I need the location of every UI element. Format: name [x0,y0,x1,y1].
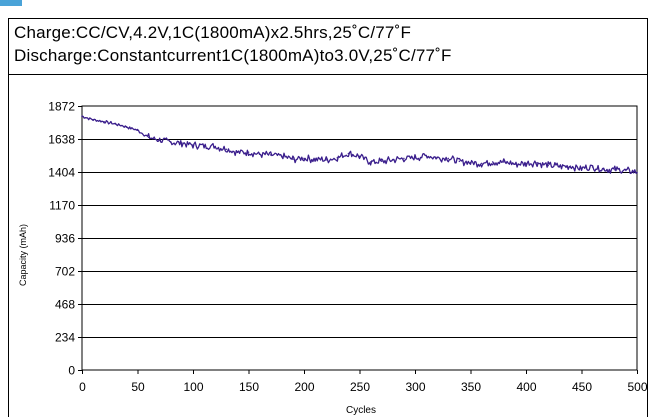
y-tick-label: 702 [55,265,75,279]
data-point [247,151,250,153]
brand-accent [0,0,22,6]
y-axis-label: Capacity (mAh) [18,224,28,286]
series-layer [81,115,638,175]
x-tick-label: 100 [183,380,203,394]
discharge-conditions: Discharge:Constantcurrent1C(1800mA)to3.0… [14,46,452,65]
data-point [158,139,161,141]
data-point [514,163,516,165]
data-point [225,148,228,151]
data-point [414,156,416,159]
data-point [536,161,538,164]
data-point [614,168,616,171]
data-point [336,156,339,159]
data-point [303,157,305,160]
y-tick-label: 234 [55,331,75,345]
x-tick-label: 200 [294,380,314,394]
x-tick-label: 500 [627,380,647,394]
test-conditions: Charge:CC/CV,4.2V,1C(1800mA)x2.5hrs,25˚C… [9,19,647,75]
x-tick-label: 0 [79,380,86,394]
data-point [125,125,128,128]
data-point [591,166,594,168]
x-axis-label: Cycles [346,405,376,416]
data-point [170,141,172,144]
data-point [147,136,150,139]
y-tick-label: 1404 [48,166,75,180]
x-tick-label: 400 [516,380,536,394]
data-point [81,115,83,117]
data-point [569,165,572,168]
data-point [292,158,294,160]
data-point [103,120,105,123]
data-point [558,165,561,168]
x-tick-labels: 0 50 100 150 200 250 300 350 400 450 500 [79,380,648,394]
y-tick-label: 1170 [49,199,75,213]
data-point [281,155,283,158]
data-point [625,169,627,172]
data-point [236,151,239,153]
data-point [358,155,361,158]
data-point [380,160,383,163]
data-point [203,144,205,147]
data-point [325,159,328,161]
data-point [447,157,450,160]
x-tick-label: 250 [350,380,370,394]
data-point [181,142,183,144]
data-point [503,161,505,163]
top-strip [0,0,658,18]
data-point [369,161,372,163]
data-point [458,160,461,163]
data-point [192,144,194,146]
data-point [636,171,638,174]
data-point [269,154,272,156]
y-tick-label: 468 [55,298,75,312]
y-tick-label: 1872 [48,100,75,114]
data-point [214,145,216,148]
data-point [469,161,472,164]
data-point [436,156,439,159]
data-point [136,129,139,132]
data-point [602,168,605,170]
data-point [425,154,427,157]
data-point [258,153,261,156]
capacity-series-line [81,115,638,175]
data-point [314,158,316,160]
data-point [480,162,483,165]
x-tick-label: 300 [405,380,425,394]
charge-conditions: Charge:CC/CV,4.2V,1C(1800mA)x2.5hrs,25˚C… [14,23,412,42]
data-point [403,157,405,160]
data-point [547,164,549,167]
chart-frame: Charge:CC/CV,4.2V,1C(1800mA)x2.5hrs,25˚C… [8,18,648,417]
y-tick-labels: 0 234 468 702 936 1170 1404 1638 1872 [48,100,75,378]
x-tick-label: 350 [461,380,481,394]
data-point [114,123,117,125]
y-tick-label: 0 [68,364,75,378]
data-point [525,162,527,165]
data-point [580,167,583,170]
x-tick-label: 50 [131,380,145,394]
y-tick-label: 1638 [48,133,75,147]
data-point [392,159,394,161]
data-point [92,118,94,121]
data-point [491,161,494,163]
data-point [347,152,350,155]
axes [78,105,638,374]
x-tick-label: 450 [572,380,592,394]
x-tick-label: 150 [239,380,259,394]
y-tick-label: 936 [55,232,75,246]
grid-lines [82,139,637,338]
